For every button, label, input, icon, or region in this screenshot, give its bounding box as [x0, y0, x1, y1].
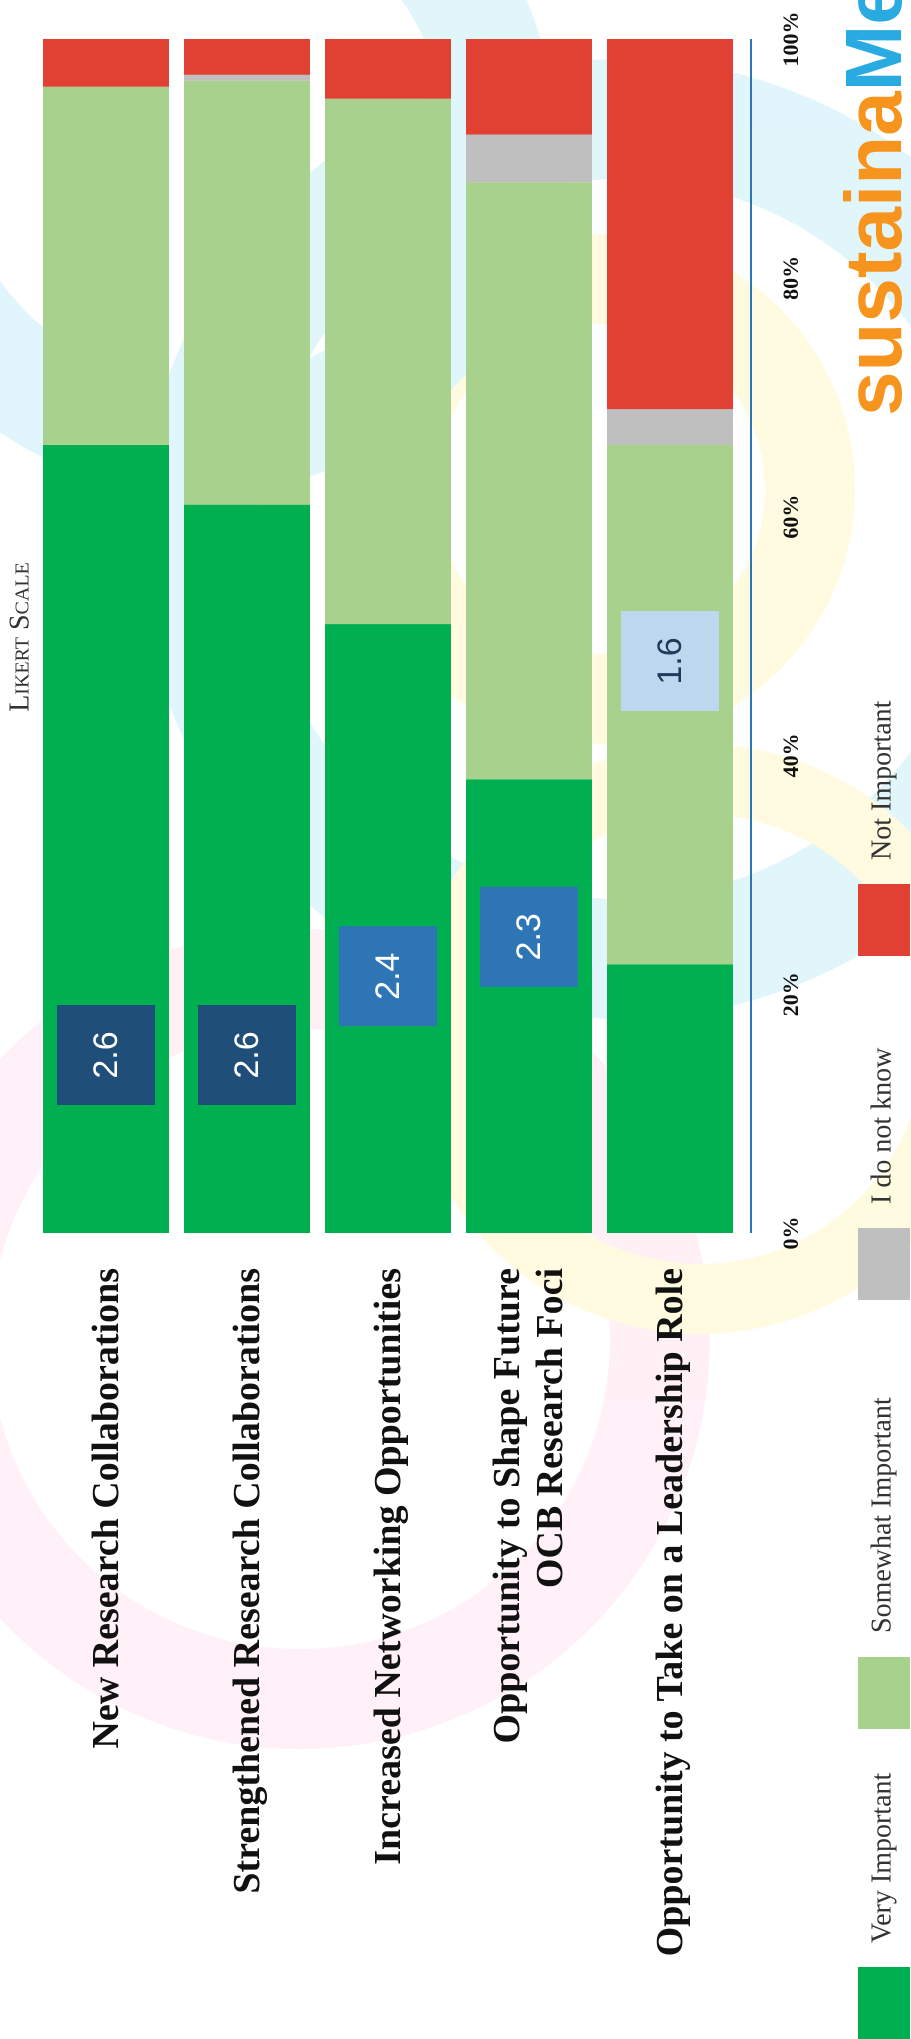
x-tick-label: 60% — [778, 495, 803, 539]
bar-segment — [43, 39, 169, 87]
bar-segment — [466, 779, 592, 1233]
chart: Likert Scale sustainaMeTRIX New Research… — [0, 0, 911, 2039]
category-label: New Research Collaborations — [33, 1268, 179, 2039]
legend-label: I do not know — [866, 1047, 897, 1204]
legend-label: Somewhat Important — [866, 1397, 897, 1633]
bar-segment — [325, 99, 451, 624]
logo-part: MeTRIX — [829, 0, 911, 91]
bar-segment — [43, 87, 169, 445]
logo-part: sustaina — [829, 91, 911, 416]
category-label: Opportunity to Take on a Leadership Role — [597, 1268, 743, 2039]
bar-segment — [466, 135, 592, 183]
category-label-box: Opportunity to Shape Future OCB Research… — [456, 1268, 602, 2039]
score-label: 2.4 — [369, 953, 407, 1000]
category-label: Increased Networking Opportunities — [315, 1268, 461, 2039]
category-label-box: Increased Networking Opportunities — [315, 1268, 461, 2039]
score-label: 2.6 — [228, 1031, 266, 1078]
category-label-box: Opportunity to Take on a Leadership Role — [597, 1268, 743, 2039]
chart-title: Likert Scale — [4, 562, 35, 712]
bar-segment — [607, 409, 733, 445]
legend-swatch — [858, 1657, 910, 1729]
legend-swatch — [858, 1967, 910, 2039]
legend-swatch — [858, 884, 910, 956]
bar-segment — [325, 39, 451, 99]
rotated-canvas: Likert Scale sustainaMeTRIX New Research… — [0, 0, 911, 2039]
category-label-box: Strengthened Research Collaborations — [174, 1268, 320, 2039]
bar-segment — [607, 39, 733, 409]
x-tick-label: 100% — [778, 12, 803, 67]
legend-label: Very Important — [866, 1772, 897, 1943]
x-tick-label: 40% — [778, 733, 803, 777]
category-label-box: New Research Collaborations — [33, 1268, 179, 2039]
x-tick-label: 0% — [778, 1217, 803, 1250]
bar-segment — [184, 39, 310, 75]
category-label: Strengthened Research Collaborations — [174, 1268, 320, 2039]
score-label: 2.3 — [510, 913, 548, 960]
bar-segment — [466, 182, 592, 779]
bar-segment — [607, 964, 733, 1233]
legend-swatch — [858, 1228, 910, 1300]
logo: sustainaMeTRIX — [829, 0, 911, 416]
page: {"chart_data": {"type": "stacked_bar", "… — [0, 0, 911, 2039]
category-label: Opportunity to Shape Future OCB Research… — [456, 1268, 602, 2039]
score-label: 1.6 — [651, 637, 689, 684]
bar-segment — [184, 81, 310, 505]
bar-segment — [43, 445, 169, 1233]
bar-segment — [466, 39, 592, 135]
x-tick-label: 80% — [778, 256, 803, 300]
x-tick-label: 20% — [778, 972, 803, 1016]
bar-segment — [184, 505, 310, 1233]
score-label: 2.6 — [87, 1031, 125, 1078]
bar-segment — [184, 75, 310, 81]
legend-label: Not Important — [866, 700, 897, 860]
